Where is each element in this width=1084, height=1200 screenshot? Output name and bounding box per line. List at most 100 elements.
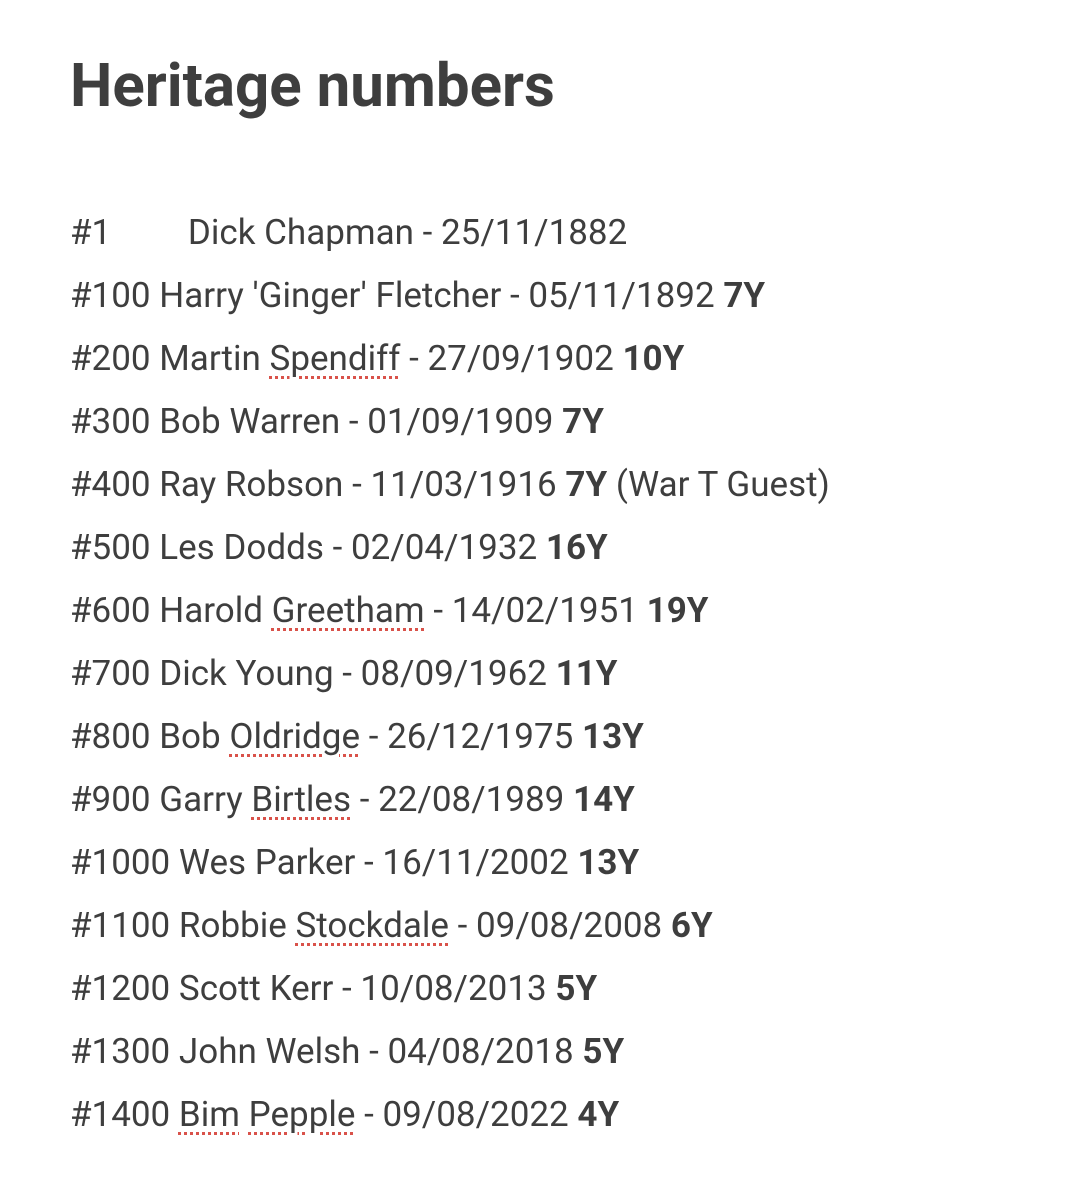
spellcheck-word: Greetham	[272, 590, 425, 631]
spellcheck-word: Bim	[179, 1094, 240, 1135]
page-title: Heritage numbers	[70, 50, 1014, 121]
heritage-name: Robbie Stockdale	[179, 905, 449, 946]
heritage-number: #1400	[70, 1083, 170, 1146]
separator: -	[324, 527, 351, 568]
heritage-entry: #100 Harry 'Ginger' Fletcher - 05/11/189…	[70, 264, 1014, 327]
separator: -	[343, 464, 370, 505]
heritage-entry: #800 Bob Oldridge - 26/12/1975 13Y	[70, 705, 1014, 768]
name-text: Martin	[159, 338, 269, 379]
heritage-number: #400	[70, 453, 151, 516]
separator: -	[351, 779, 378, 820]
heritage-years: 6Y	[671, 905, 713, 946]
heritage-entry: #1400 Bim Pepple - 09/08/2022 4Y	[70, 1083, 1014, 1146]
heritage-list: #1 Dick Chapman - 25/11/1882#100 Harry '…	[70, 201, 1014, 1146]
heritage-entry: #900 Garry Birtles - 22/08/1989 14Y	[70, 768, 1014, 831]
separator: -	[340, 401, 367, 442]
separator: -	[355, 842, 382, 883]
heritage-date: 09/08/2008	[476, 905, 662, 946]
heritage-number: #900	[70, 768, 151, 831]
heritage-date: 10/08/2013	[360, 968, 546, 1009]
heritage-number: #200	[70, 327, 151, 390]
heritage-date: 08/09/1962	[361, 653, 547, 694]
name-text: Harold	[159, 590, 271, 631]
heritage-number: #800	[70, 705, 151, 768]
heritage-name: Martin Spendiff	[159, 338, 400, 379]
name-text: Robbie	[179, 905, 296, 946]
name-text: Bob Warren	[159, 401, 340, 442]
heritage-years: 5Y	[555, 968, 597, 1009]
heritage-name: Bob Warren	[159, 401, 340, 442]
heritage-date: 16/11/2002	[382, 842, 568, 883]
heritage-date: 11/03/1916	[370, 464, 556, 505]
heritage-name: Harry 'Ginger' Fletcher	[159, 275, 501, 316]
heritage-years: 7Y	[562, 401, 604, 442]
heritage-number: #1	[70, 201, 111, 264]
heritage-entry: #200 Martin Spendiff - 27/09/1902 10Y	[70, 327, 1014, 390]
name-text: Wes Parker	[179, 842, 355, 883]
heritage-name: Les Dodds	[159, 527, 324, 568]
name-text: Bob	[159, 716, 229, 757]
heritage-entry: #1300 John Welsh - 04/08/2018 5Y	[70, 1020, 1014, 1083]
separator: -	[334, 653, 361, 694]
separator: -	[355, 1094, 382, 1135]
heritage-entry: #500 Les Dodds - 02/04/1932 16Y	[70, 516, 1014, 579]
heritage-number: #600	[70, 579, 151, 642]
heritage-years: 13Y	[577, 842, 639, 883]
heritage-entry: #400 Ray Robson - 11/03/1916 7Y (War T G…	[70, 453, 1014, 516]
heritage-entry: #1000 Wes Parker - 16/11/2002 13Y	[70, 831, 1014, 894]
heritage-name: Ray Robson	[159, 464, 343, 505]
heritage-number: #1000	[70, 831, 170, 894]
heritage-number: #1100	[70, 894, 170, 957]
separator: -	[400, 338, 427, 379]
heritage-entry: #700 Dick Young - 08/09/1962 11Y	[70, 642, 1014, 705]
heritage-date: 04/08/2018	[387, 1031, 573, 1072]
name-text: Harry 'Ginger' Fletcher	[159, 275, 501, 316]
name-text: Les Dodds	[159, 527, 324, 568]
heritage-years: 11Y	[556, 653, 618, 694]
heritage-years: 16Y	[546, 527, 608, 568]
name-text: Scott Kerr	[179, 968, 333, 1009]
heritage-entry: #1 Dick Chapman - 25/11/1882	[70, 201, 1014, 264]
heritage-name: John Welsh	[179, 1031, 361, 1072]
spellcheck-word: Spendiff	[270, 338, 401, 379]
heritage-date: 22/08/1989	[378, 779, 564, 820]
heritage-years: 13Y	[582, 716, 644, 757]
heritage-date: 01/09/1909	[367, 401, 553, 442]
name-text: John Welsh	[179, 1031, 361, 1072]
heritage-date: 26/12/1975	[387, 716, 573, 757]
name-text: Ray Robson	[159, 464, 343, 505]
heritage-name: Scott Kerr	[179, 968, 333, 1009]
heritage-name: Harold Greetham	[159, 590, 424, 631]
heritage-name: Wes Parker	[179, 842, 355, 883]
name-text	[240, 1094, 249, 1135]
separator: -	[360, 716, 387, 757]
heritage-years: 4Y	[577, 1094, 619, 1135]
separator: -	[414, 212, 441, 253]
name-text: Dick Young	[159, 653, 333, 694]
name-text: Garry	[159, 779, 251, 820]
separator: -	[425, 590, 452, 631]
heritage-date: 27/09/1902	[428, 338, 614, 379]
heritage-name: Bob Oldridge	[159, 716, 360, 757]
spellcheck-word: Pepple	[249, 1094, 356, 1135]
heritage-name: Garry Birtles	[159, 779, 351, 820]
heritage-entry: #300 Bob Warren - 01/09/1909 7Y	[70, 390, 1014, 453]
heritage-years: 7Y	[565, 464, 607, 505]
heritage-years: 14Y	[573, 779, 635, 820]
separator: -	[333, 968, 360, 1009]
heritage-years: 7Y	[723, 275, 765, 316]
heritage-entry: #1200 Scott Kerr - 10/08/2013 5Y	[70, 957, 1014, 1020]
heritage-years: 5Y	[582, 1031, 624, 1072]
heritage-date: 09/08/2022	[382, 1094, 568, 1135]
heritage-name: Bim Pepple	[179, 1094, 356, 1135]
heritage-years: 19Y	[647, 590, 709, 631]
heritage-years: 10Y	[622, 338, 684, 379]
spellcheck-word: Birtles	[251, 779, 351, 820]
heritage-number: #700	[70, 642, 151, 705]
heritage-name: Dick Chapman	[188, 212, 414, 253]
heritage-date: 25/11/1882	[441, 212, 627, 253]
separator: -	[501, 275, 528, 316]
heritage-number: #500	[70, 516, 151, 579]
heritage-entry: #1100 Robbie Stockdale - 09/08/2008 6Y	[70, 894, 1014, 957]
heritage-number: #1200	[70, 957, 170, 1020]
